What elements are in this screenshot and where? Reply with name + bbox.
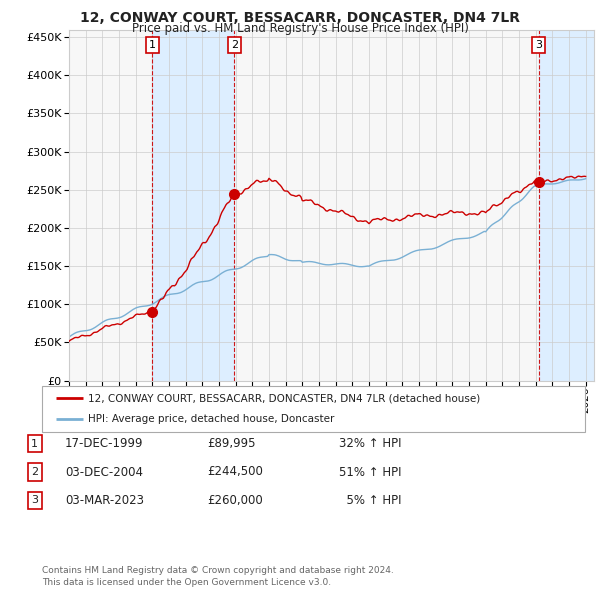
Text: 2: 2 [31,467,38,477]
Text: 1: 1 [149,40,156,50]
Text: £89,995: £89,995 [207,437,256,450]
Text: HPI: Average price, detached house, Doncaster: HPI: Average price, detached house, Donc… [88,414,335,424]
Text: 5% ↑ HPI: 5% ↑ HPI [339,494,401,507]
Text: Price paid vs. HM Land Registry's House Price Index (HPI): Price paid vs. HM Land Registry's House … [131,22,469,35]
Text: £260,000: £260,000 [207,494,263,507]
Text: 3: 3 [535,40,542,50]
Bar [152,30,235,381]
Text: £244,500: £244,500 [207,466,263,478]
Text: 12, CONWAY COURT, BESSACARR, DONCASTER, DN4 7LR: 12, CONWAY COURT, BESSACARR, DONCASTER, … [80,11,520,25]
Text: 3: 3 [31,496,38,505]
Text: 1: 1 [31,439,38,448]
Bar [539,30,594,381]
Text: 12, CONWAY COURT, BESSACARR, DONCASTER, DN4 7LR (detached house): 12, CONWAY COURT, BESSACARR, DONCASTER, … [88,394,481,404]
Text: 2: 2 [231,40,238,50]
Text: 03-DEC-2004: 03-DEC-2004 [65,466,143,478]
Text: 17-DEC-1999: 17-DEC-1999 [65,437,143,450]
Text: 51% ↑ HPI: 51% ↑ HPI [339,466,401,478]
Text: Contains HM Land Registry data © Crown copyright and database right 2024.
This d: Contains HM Land Registry data © Crown c… [42,566,394,587]
Text: 32% ↑ HPI: 32% ↑ HPI [339,437,401,450]
Text: 03-MAR-2023: 03-MAR-2023 [65,494,144,507]
